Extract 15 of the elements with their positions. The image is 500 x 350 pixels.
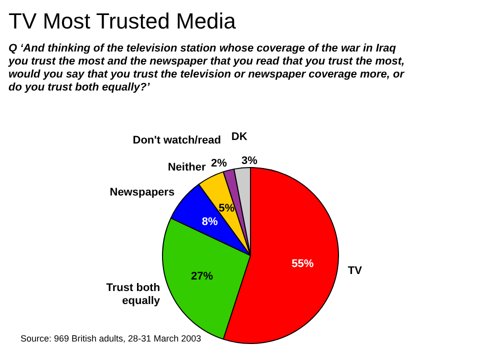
slice-label: Don't watch/read [132, 134, 221, 146]
data-label: 55% [292, 258, 314, 270]
source-note: Source: 969 British adults, 28-31 March 2003 [20, 334, 202, 344]
data-label: 3% [242, 154, 258, 167]
chart-title: TV Most Trusted Media [8, 8, 237, 34]
data-label: 27% [191, 270, 214, 282]
slice-label: TV [348, 264, 363, 277]
data-label: 5% [218, 202, 235, 214]
slice-label: Neither [168, 162, 206, 174]
data-label: 8% [202, 216, 218, 228]
slice-label: Newspapers [110, 186, 175, 199]
chart-subtitle: Q ‘And thinking of the television station whose coverage of the war in Iraq you trust the most and the newspaper that you read that you trust the most, would you say that you trust the television or newspaper coverage more, or do you trust both equally?’ [8, 42, 405, 94]
data-label: 2% [210, 157, 228, 170]
slice-label: Trust both equally [106, 282, 161, 308]
slice-label: DK [231, 131, 248, 144]
